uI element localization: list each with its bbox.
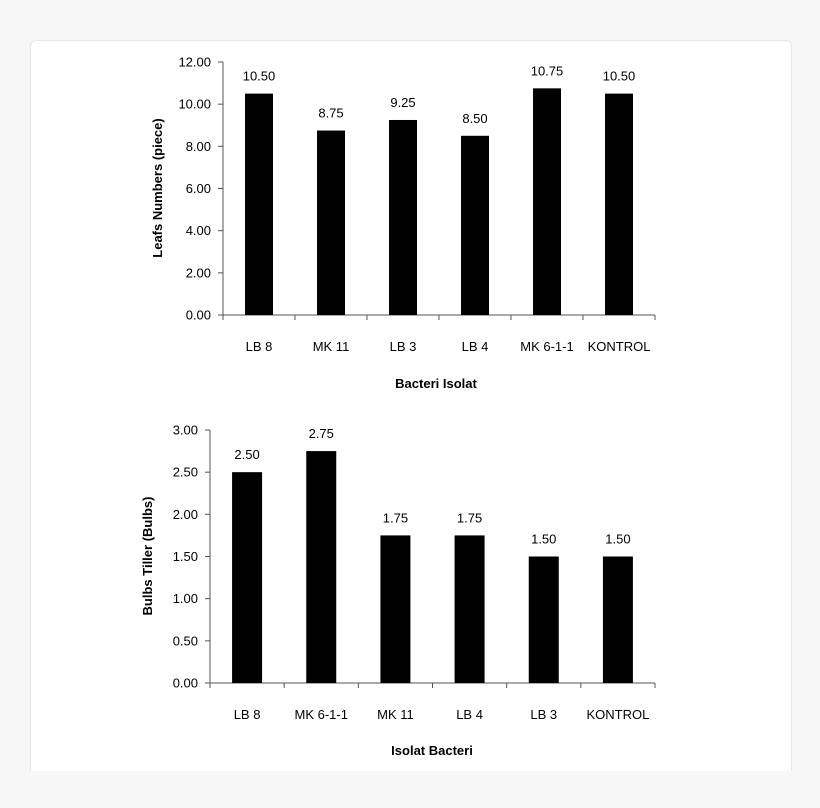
chart-1-y-tick-label: 2.50 (173, 465, 198, 480)
bulbs-tiller-chart: Bulbs Tiller (Bulbs) Isolat Bacteri 0.00… (140, 423, 656, 758)
chart-0-y-tick-label: 2.00 (186, 265, 211, 280)
chart-0-y-tick-label: 4.00 (186, 223, 211, 238)
chart-1-bar (306, 451, 337, 683)
chart-1-y-tick-label: 2.00 (173, 507, 198, 522)
chart-1-category-label: MK 6-1-1 (295, 707, 348, 722)
chart-1-bar (454, 535, 485, 683)
chart-0-bar (461, 135, 489, 315)
chart-0-bar (389, 119, 417, 316)
chart-0-value-label: 10.50 (243, 69, 276, 84)
chart-0-category-label: MK 11 (313, 339, 350, 354)
chart-1-y-tick-label: 0.00 (173, 676, 198, 691)
chart-0-y-tick-label: 8.00 (186, 139, 211, 154)
chart-1-xlabel: Isolat Bacteri (391, 743, 473, 758)
chart-1-value-label: 1.50 (531, 532, 556, 547)
chart-0-xlabel: Bacteri Isolat (395, 376, 477, 391)
chart-0-bar (533, 88, 561, 316)
chart-0-value-label: 8.50 (462, 111, 487, 126)
chart-0-category-label: LB 3 (390, 339, 417, 354)
chart-0-bar (317, 130, 345, 315)
chart-1-ylabel: Bulbs Tiller (Bulbs) (140, 497, 155, 616)
chart-0-value-label: 10.50 (603, 69, 636, 84)
chart-0-y-tick-label: 6.00 (186, 181, 211, 196)
chart-1-bar (380, 535, 411, 683)
chart-1-value-label: 1.75 (383, 510, 408, 525)
chart-0-category-label: MK 6-1-1 (520, 339, 573, 354)
chart-1-value-label: 2.75 (309, 426, 334, 441)
chart-1-category-label: LB 8 (234, 707, 261, 722)
chart-1-category-label: KONTROL (586, 707, 649, 722)
chart-1-value-label: 2.50 (234, 447, 259, 462)
chart-1-y-tick-label: 0.50 (173, 633, 198, 648)
chart-1-category-label: LB 3 (530, 707, 557, 722)
chart-1-y-tick-label: 1.50 (173, 549, 198, 564)
chart-0-y-tick-label: 12.00 (178, 55, 211, 70)
chart-1-bar (528, 556, 559, 683)
chart-0-value-label: 8.75 (318, 106, 343, 121)
chart-0-value-label: 10.75 (531, 63, 564, 78)
chart-1-y-tick-label: 3.00 (173, 423, 198, 438)
chart-0-ylabel: Leafs Numbers (piece) (150, 118, 165, 257)
chart-0-category-label: LB 8 (246, 339, 273, 354)
chart-0-category-label: LB 4 (462, 339, 489, 354)
chart-1-value-label: 1.50 (605, 532, 630, 547)
chart-1-bar (602, 556, 633, 683)
chart-1-y-tick-label: 1.00 (173, 591, 198, 606)
chart-1-bar (232, 472, 263, 683)
chart-0-bar (245, 93, 273, 315)
leaf-numbers-chart: Leafs Numbers (piece) Bacteri Isolat 0.0… (150, 55, 656, 391)
chart-0-bar (605, 93, 633, 315)
chart-1-value-label: 1.75 (457, 510, 482, 525)
chart-0-y-tick-label: 0.00 (186, 308, 211, 323)
chart-1-category-label: MK 11 (377, 707, 414, 722)
chart-0-y-tick-label: 10.00 (178, 97, 211, 112)
chart-0-value-label: 9.25 (390, 95, 415, 110)
chart-0-category-label: KONTROL (588, 339, 651, 354)
chart-1-category-label: LB 4 (456, 707, 483, 722)
